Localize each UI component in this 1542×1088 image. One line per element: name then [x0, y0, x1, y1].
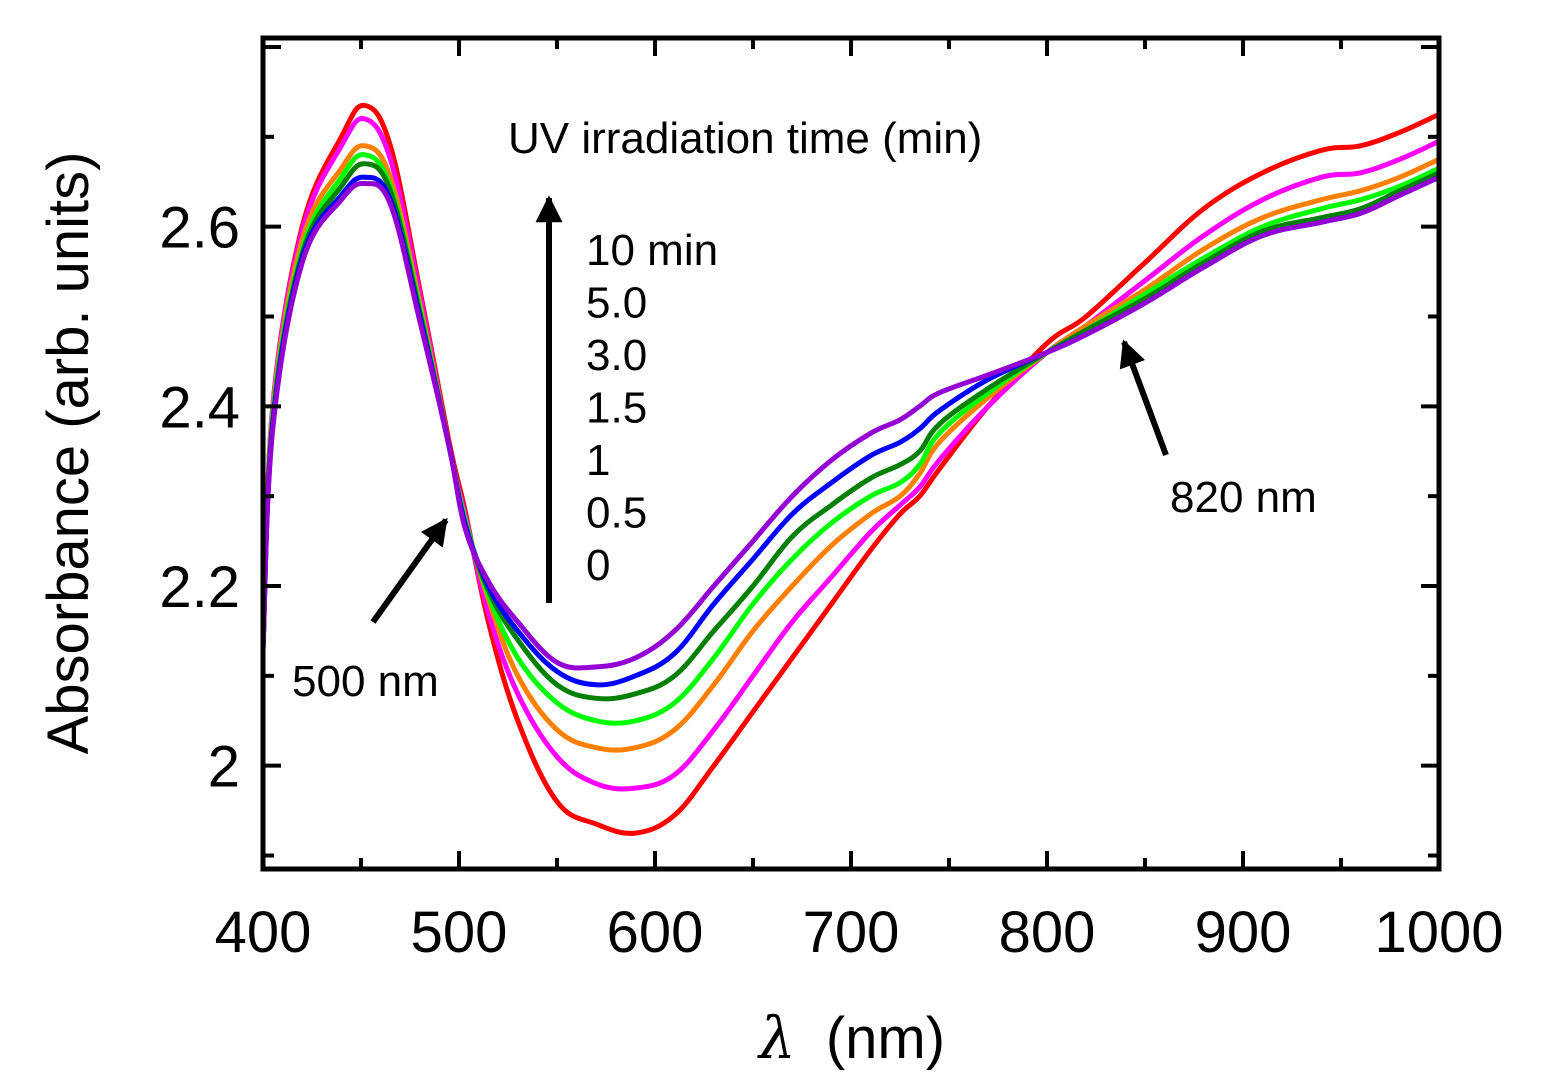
legend-entry: 0 — [586, 541, 610, 590]
series-line-0 — [260, 102, 1442, 836]
x-tick-label: 1000 — [1374, 900, 1503, 965]
x-tick-label: 400 — [215, 900, 312, 965]
y-tick-label: 2.4 — [159, 375, 240, 440]
legend-entry: 0.5 — [586, 489, 647, 538]
series-line-1 — [260, 116, 1442, 792]
series-line-2 — [260, 143, 1442, 753]
x-tick-label: 800 — [999, 900, 1096, 965]
series-line-4 — [260, 161, 1442, 702]
y-axis-title: Absorbance (arb. units) — [36, 152, 101, 755]
series-line-5 — [260, 174, 1442, 688]
arrow-500nm — [370, 517, 449, 624]
x-tick-label: 700 — [803, 900, 900, 965]
legend-entry: 5.0 — [586, 279, 647, 328]
annotation-500nm: 500 nm — [292, 657, 439, 706]
legend-entry: 3.0 — [586, 331, 647, 380]
y-tick-label: 2.2 — [159, 555, 240, 620]
x-axis-unit: (nm) — [826, 1006, 945, 1071]
x-axis-title: λ (nm) — [757, 1004, 945, 1072]
plot-frame — [260, 35, 1442, 872]
legend-title: UV irradiation time (min) — [508, 114, 982, 163]
legend-entry: 1 — [586, 436, 610, 485]
arrow-820nm — [1119, 339, 1169, 457]
y-tick-label: 2.6 — [159, 196, 240, 261]
legend-entry: 10 min — [586, 226, 718, 275]
series-line-3 — [260, 152, 1442, 726]
x-axis-symbol: λ — [757, 1004, 796, 1072]
tick-labels-layer: 400 500 600 700 800 900 1000 2 2.2 2.4 2.6 — [159, 196, 1503, 965]
x-tick-label: 600 — [607, 900, 704, 965]
x-tick-label: 900 — [1195, 900, 1292, 965]
series-line-6 — [260, 174, 1442, 671]
series-layer — [260, 102, 1442, 836]
annotation-820nm: 820 nm — [1170, 473, 1317, 522]
x-tick-label: 500 — [411, 900, 508, 965]
y-tick-label: 2 — [208, 735, 240, 800]
legend-entry: 1.5 — [586, 384, 647, 433]
